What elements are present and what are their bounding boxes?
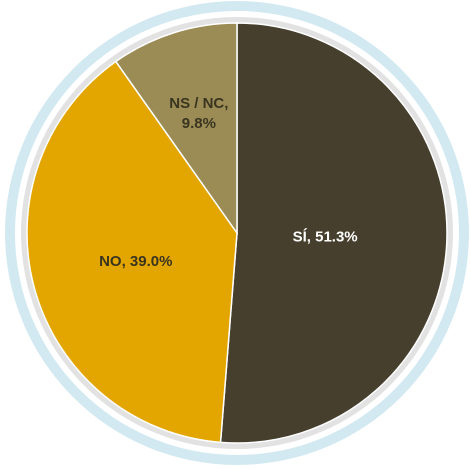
pie-slices — [27, 23, 447, 443]
data-label-s: SÍ, 51.3% — [293, 228, 358, 245]
data-label-no: NO, 39.0% — [99, 253, 172, 270]
